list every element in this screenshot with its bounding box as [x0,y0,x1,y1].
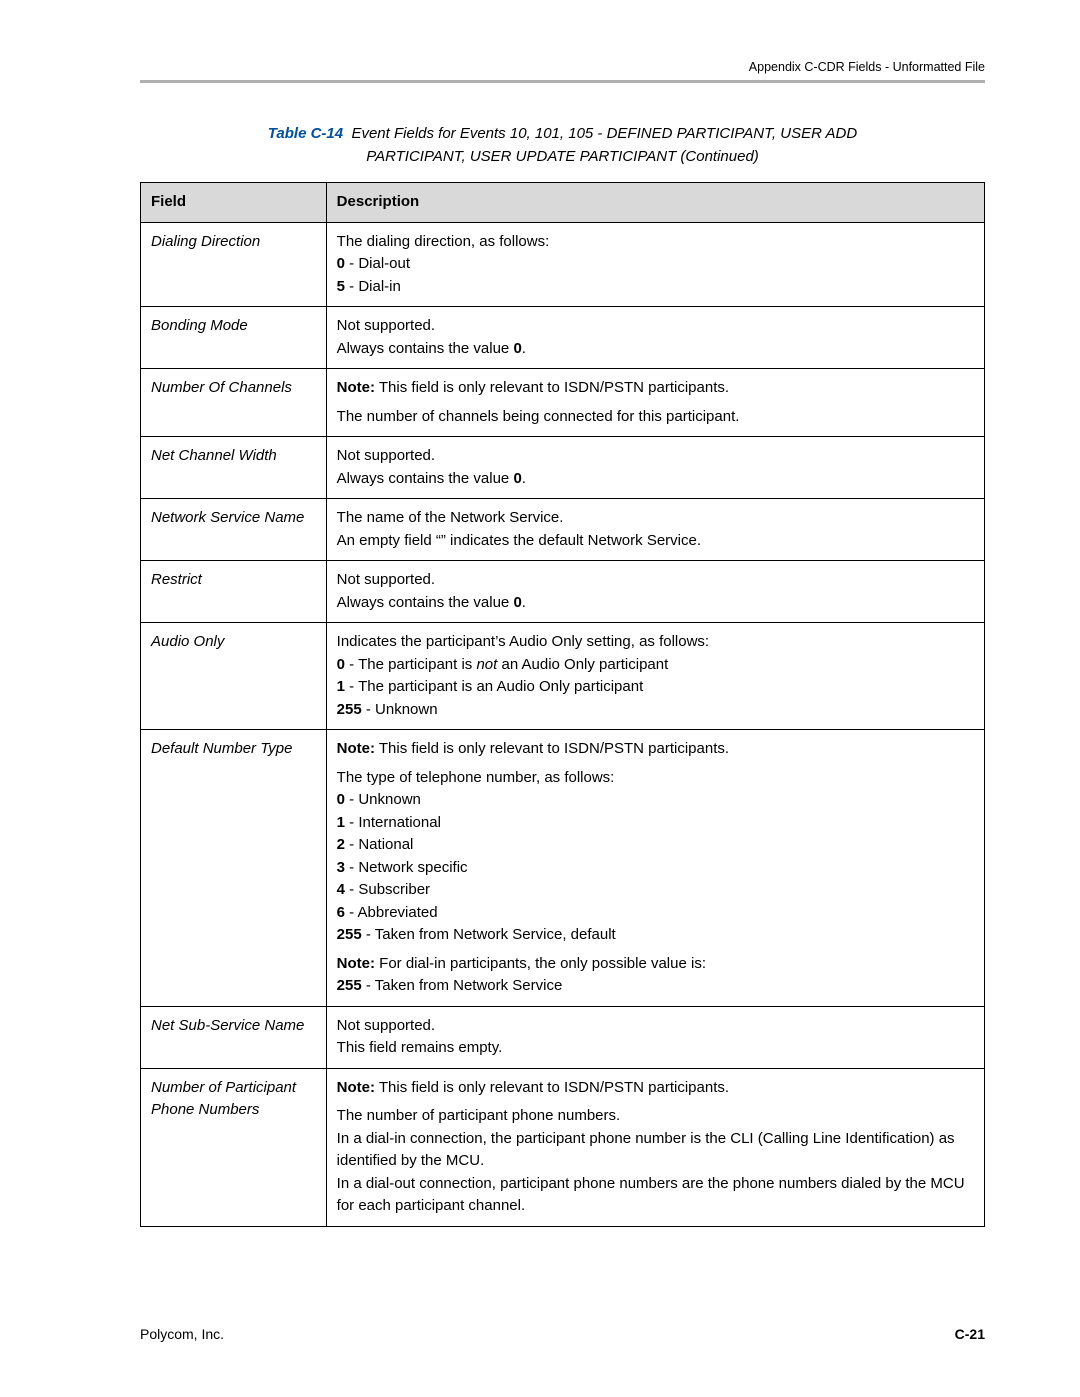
footer-left: Polycom, Inc. [140,1326,224,1342]
table-row: Net Channel WidthNot supported.Always co… [141,437,985,499]
col-header-field: Field [141,183,327,223]
table-row: Bonding ModeNot supported.Always contain… [141,307,985,369]
description-cell: Not supported.Always contains the value … [326,561,984,623]
table-body: Dialing DirectionThe dialing direction, … [141,222,985,1226]
table-row: Default Number TypeNote: This field is o… [141,730,985,1007]
header-right-text: Appendix C-CDR Fields - Unformatted File [140,60,985,74]
field-cell: Default Number Type [141,730,327,1007]
description-cell: Not supported.Always contains the value … [326,437,984,499]
description-cell: Note: This field is only relevant to ISD… [326,730,984,1007]
description-cell: Not supported.This field remains empty. [326,1006,984,1068]
footer: Polycom, Inc. C-21 [140,1326,985,1342]
table-row: RestrictNot supported.Always contains th… [141,561,985,623]
col-header-description: Description [326,183,984,223]
field-cell: Net Channel Width [141,437,327,499]
description-cell: Note: This field is only relevant to ISD… [326,369,984,437]
table-row: Number Of ChannelsNote: This field is on… [141,369,985,437]
table-row: Number of Participant Phone NumbersNote:… [141,1068,985,1226]
table-ref: Table C-14 [268,125,343,142]
footer-right: C-21 [955,1326,985,1342]
caption-line1: Event Fields for Events 10, 101, 105 - D… [351,125,857,142]
description-cell: Indicates the participant’s Audio Only s… [326,623,984,730]
field-cell: Number Of Channels [141,369,327,437]
field-description-table: Field Description Dialing DirectionThe d… [140,182,985,1227]
caption-line2: PARTICIPANT, USER UPDATE PARTICIPANT (Co… [366,148,759,165]
page: Appendix C-CDR Fields - Unformatted File… [0,0,1080,1397]
field-cell: Audio Only [141,623,327,730]
table-row: Audio OnlyIndicates the participant’s Au… [141,623,985,730]
field-cell: Number of Participant Phone Numbers [141,1068,327,1226]
description-cell: Not supported.Always contains the value … [326,307,984,369]
field-cell: Net Sub-Service Name [141,1006,327,1068]
table-caption: Table C-14 Event Fields for Events 10, 1… [140,123,985,168]
description-cell: Note: This field is only relevant to ISD… [326,1068,984,1226]
header-rule [140,80,985,83]
description-cell: The name of the Network Service.An empty… [326,499,984,561]
table-row: Net Sub-Service NameNot supported.This f… [141,1006,985,1068]
field-cell: Network Service Name [141,499,327,561]
table-row: Dialing DirectionThe dialing direction, … [141,222,985,307]
table-header-row: Field Description [141,183,985,223]
table-row: Network Service NameThe name of the Netw… [141,499,985,561]
field-cell: Restrict [141,561,327,623]
field-cell: Bonding Mode [141,307,327,369]
field-cell: Dialing Direction [141,222,327,307]
description-cell: The dialing direction, as follows:0 - Di… [326,222,984,307]
